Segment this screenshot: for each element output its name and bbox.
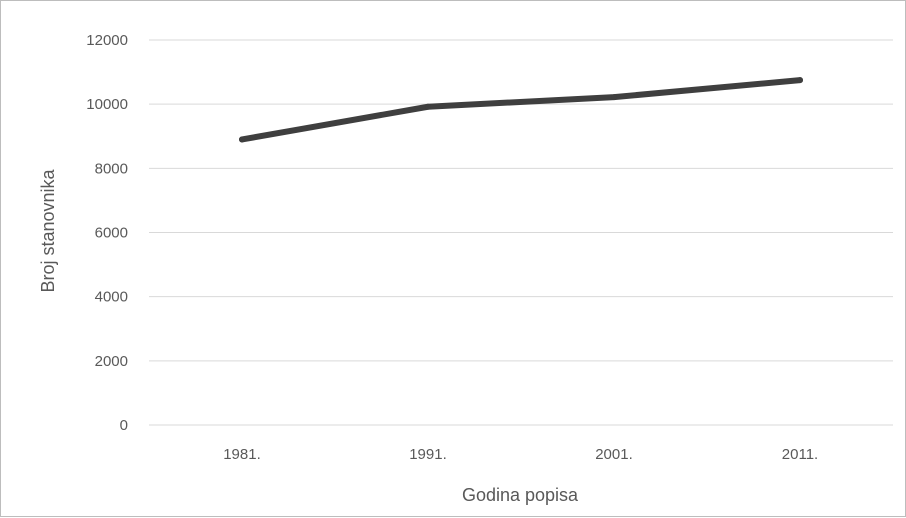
- series-layer: [239, 77, 803, 143]
- data-point: [239, 136, 245, 143]
- y-tick-label: 12000: [86, 32, 128, 49]
- y-tick-label: 2000: [95, 353, 128, 370]
- data-point: [425, 103, 431, 110]
- x-tick-label: 1981.: [223, 446, 261, 463]
- y-tick-label: 10000: [86, 96, 128, 113]
- y-tick-label: 8000: [95, 160, 128, 177]
- y-tick-label: 4000: [95, 289, 128, 306]
- data-point: [611, 94, 617, 101]
- x-tick-label: 2001.: [595, 446, 633, 463]
- x-tick-label: 2011.: [782, 446, 818, 463]
- x-tick-label: 1991.: [409, 446, 447, 463]
- y-tick-label: 0: [120, 417, 128, 434]
- x-axis-title: Godina popisa: [462, 485, 579, 505]
- x-tick-labels: 1981. 1991. 2001. 2011.: [223, 446, 818, 463]
- y-tick-labels: 0 2000 4000 6000 8000 10000 12000: [86, 32, 128, 434]
- series-line-0: [239, 77, 803, 143]
- y-axis-title: Broj stanovnika: [38, 168, 58, 292]
- data-point: [797, 77, 803, 84]
- gridlines: [149, 39, 893, 426]
- y-tick-label: 6000: [95, 225, 128, 242]
